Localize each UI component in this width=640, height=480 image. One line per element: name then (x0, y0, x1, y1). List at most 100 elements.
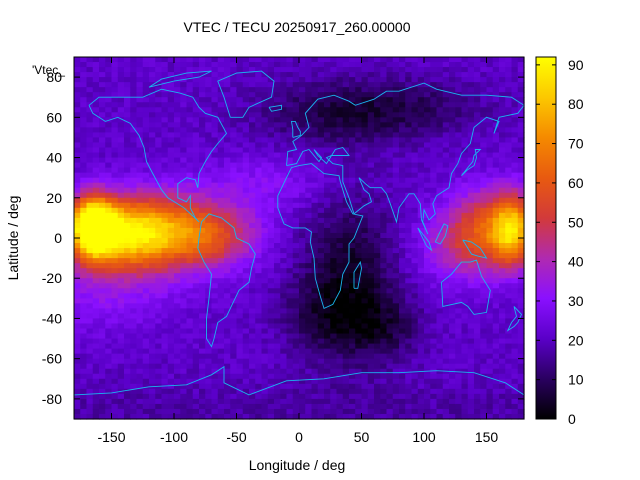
heatmap-cell (317, 303, 325, 309)
heatmap-cell (499, 373, 506, 380)
heatmap-cell (399, 363, 406, 370)
heatmap-cell (342, 383, 350, 390)
heatmap-cell (299, 182, 306, 189)
heatmap-cell (267, 348, 275, 355)
heatmap-cell (117, 378, 125, 385)
heatmap-cell (380, 197, 388, 204)
heatmap-cell (499, 303, 506, 309)
heatmap-cell (117, 348, 125, 355)
heatmap-cell (199, 353, 206, 360)
heatmap-cell (86, 132, 94, 139)
heatmap-cell (80, 87, 88, 93)
heatmap-cell (80, 187, 88, 194)
heatmap-cell (392, 268, 400, 274)
heatmap-cell (242, 343, 250, 350)
heatmap-cell (136, 202, 144, 209)
heatmap-cell (342, 253, 350, 259)
heatmap-cell (367, 142, 375, 149)
heatmap-cell (286, 187, 294, 194)
heatmap-cell (267, 303, 275, 309)
heatmap-cell (80, 212, 88, 219)
heatmap-cell (205, 112, 213, 118)
heatmap-cell (430, 358, 438, 365)
heatmap-cell (449, 403, 456, 410)
heatmap-cell (186, 72, 194, 78)
heatmap-cell (492, 97, 500, 103)
heatmap-cell (399, 152, 406, 159)
heatmap-cell (499, 383, 506, 390)
heatmap-cell (392, 373, 400, 380)
heatmap-cell (461, 182, 469, 189)
heatmap-cell (467, 303, 475, 309)
heatmap-cell (374, 162, 381, 169)
heatmap-cell (105, 57, 113, 63)
heatmap-cell (199, 348, 206, 355)
heatmap-cell (155, 258, 163, 264)
heatmap-cell (436, 157, 444, 164)
heatmap-cell (317, 398, 325, 405)
heatmap-cell (455, 293, 463, 299)
heatmap-cell (180, 388, 188, 395)
heatmap-cell (155, 102, 163, 108)
heatmap-cell (449, 142, 456, 149)
heatmap-cell (111, 162, 119, 169)
heatmap-cell (405, 393, 413, 400)
heatmap-cell (417, 67, 425, 73)
heatmap-cell (405, 258, 413, 264)
heatmap-cell (299, 87, 306, 93)
heatmap-cell (380, 268, 388, 274)
heatmap-cell (142, 152, 150, 159)
heatmap-cell (236, 368, 244, 375)
heatmap-cell (336, 353, 344, 360)
heatmap-cell (299, 258, 306, 264)
heatmap-cell (217, 117, 225, 123)
heatmap-cell (267, 132, 275, 139)
heatmap-cell (305, 167, 313, 174)
heatmap-cell (480, 353, 488, 360)
heatmap-cell (380, 293, 388, 299)
heatmap-cell (255, 67, 263, 73)
heatmap-cell (486, 187, 494, 194)
heatmap-cell (492, 112, 500, 118)
heatmap-cell (136, 82, 144, 88)
heatmap-cell (505, 137, 513, 144)
heatmap-cell (317, 243, 325, 249)
heatmap-cell (274, 152, 281, 159)
heatmap-cell (336, 102, 344, 108)
heatmap-cell (455, 77, 463, 83)
heatmap-cell (292, 328, 300, 335)
heatmap-cell (467, 197, 475, 204)
heatmap-cell (430, 112, 438, 118)
heatmap-cell (411, 77, 419, 83)
heatmap-cell (436, 132, 444, 139)
heatmap-cell (336, 57, 344, 63)
heatmap-cell (311, 142, 319, 149)
heatmap-cell (99, 373, 106, 380)
heatmap-cell (174, 57, 181, 63)
heatmap-cell (342, 162, 350, 169)
heatmap-cell (186, 102, 194, 108)
heatmap-cell (255, 62, 263, 68)
heatmap-cell (430, 258, 438, 264)
heatmap-cell (299, 268, 306, 274)
heatmap-cell (124, 303, 131, 309)
heatmap-cell (136, 87, 144, 93)
heatmap-cell (261, 87, 269, 93)
heatmap-cell (386, 373, 394, 380)
heatmap-cell (261, 207, 269, 214)
heatmap-cell (474, 132, 481, 139)
heatmap-cell (142, 393, 150, 400)
heatmap-cell (217, 323, 225, 330)
heatmap-cell (374, 112, 381, 118)
heatmap-cell (117, 202, 125, 209)
heatmap-cell (386, 97, 394, 103)
heatmap-cell (180, 403, 188, 410)
heatmap-cell (267, 172, 275, 179)
heatmap-cell (436, 298, 444, 304)
heatmap-cell (292, 67, 300, 73)
heatmap-cell (305, 283, 313, 289)
heatmap-cell (249, 222, 256, 229)
heatmap-cell (86, 398, 94, 405)
heatmap-cell (436, 368, 444, 375)
heatmap-cell (311, 177, 319, 184)
